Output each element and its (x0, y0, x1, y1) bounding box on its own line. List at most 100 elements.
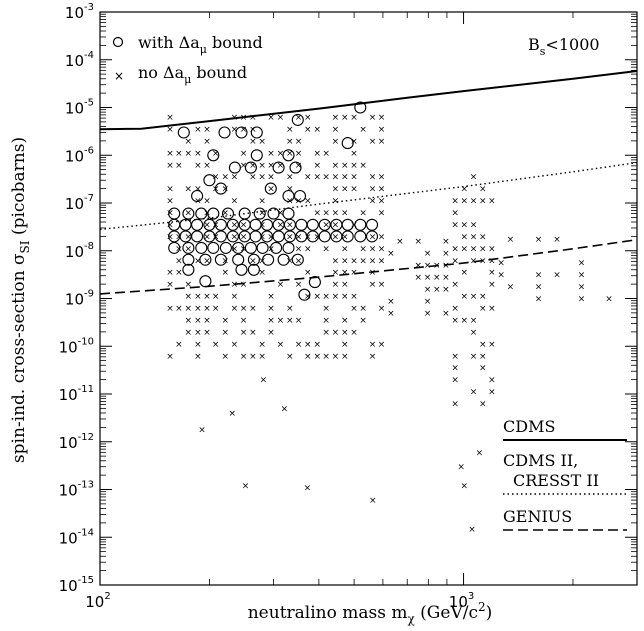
cross-point: × (507, 283, 515, 293)
circle-point (306, 230, 319, 243)
cross-point: × (258, 352, 266, 362)
cross-point: × (451, 244, 459, 254)
circle-point (191, 189, 204, 203)
cross-point: × (350, 292, 358, 302)
cross-point: × (378, 113, 386, 123)
annotation-bs: Bs<1000 (528, 35, 600, 58)
cross-point: × (277, 221, 285, 231)
cross-point: × (488, 197, 496, 207)
circle-point (203, 174, 216, 187)
circle-point (306, 218, 319, 231)
cross-point: × (322, 304, 330, 314)
y-tick-label: 10-9 (65, 289, 94, 309)
circle-point (262, 253, 275, 266)
cross-point: × (222, 316, 230, 326)
cross-point: × (286, 221, 294, 231)
cross-point: × (267, 304, 275, 314)
cross-point: × (295, 232, 303, 242)
cross-point: × (424, 261, 432, 271)
cross-point: × (267, 328, 275, 338)
cross-point: × (470, 352, 478, 362)
cross-point: × (332, 113, 340, 123)
cross-point: × (304, 197, 312, 207)
cross-point: × (258, 340, 266, 350)
cross-point: × (451, 197, 459, 207)
cross-point: × (470, 173, 478, 183)
cross-point: × (314, 340, 322, 350)
cross-point: × (359, 256, 367, 266)
cross-point: × (267, 316, 275, 326)
cross-point: × (488, 256, 496, 266)
cross-point: × (350, 137, 358, 147)
cross-point: × (267, 292, 275, 302)
cross-point: × (415, 237, 423, 247)
circle-point (365, 218, 379, 231)
circle-point (182, 253, 195, 266)
cross-point: × (451, 209, 459, 219)
circle-point (308, 276, 321, 289)
cross-point: × (470, 232, 478, 242)
cross-point: × (488, 376, 496, 386)
cross-point: × (470, 292, 478, 302)
cross-point: × (479, 244, 487, 254)
x-tick-label: 102 (85, 591, 110, 611)
circle-point (277, 253, 290, 266)
y-tick-label: 10-4 (65, 50, 94, 70)
cross-point: × (578, 259, 586, 269)
cross-point: × (295, 256, 303, 266)
cross-point: × (194, 161, 202, 171)
circle-point (354, 218, 367, 231)
cross-point: × (442, 237, 450, 247)
cross-point: × (451, 221, 459, 231)
cross-point: × (231, 197, 239, 207)
circle-point (232, 241, 245, 254)
cross-point: × (304, 340, 312, 350)
cross-point: × (605, 295, 613, 305)
cross-point: × (341, 256, 349, 266)
cross-point: × (203, 304, 211, 314)
circle-point (282, 149, 295, 162)
cross-point: × (314, 125, 322, 135)
cross-point: × (185, 304, 193, 314)
cross-point: × (185, 316, 193, 326)
cross-point: × (451, 352, 459, 362)
cross-point: × (461, 292, 469, 302)
cross-point: × (332, 232, 340, 242)
cross-point: × (166, 352, 174, 362)
cross-point: × (553, 235, 561, 245)
cross-point: × (468, 525, 476, 535)
cross-point: × (332, 185, 340, 195)
cross-point: × (350, 173, 358, 183)
circle-point (182, 241, 195, 254)
bound-curve-dashed (99, 238, 638, 295)
cross-point: × (194, 304, 202, 314)
cross-point: × (457, 463, 465, 473)
cross-point: × (461, 232, 469, 242)
circle-point (199, 275, 212, 288)
cross-point: × (322, 244, 330, 254)
cross-point: × (479, 304, 487, 314)
cross-point: × (479, 292, 487, 302)
cross-point: × (185, 185, 193, 195)
cross-point: × (240, 221, 248, 231)
cross-point: × (222, 209, 230, 219)
circle-point (244, 161, 257, 174)
cross-point: × (442, 249, 450, 259)
y-tick-label: 10-6 (65, 145, 94, 165)
cross-point: × (350, 161, 358, 171)
circle-point (228, 161, 241, 174)
cross-point: × (314, 209, 322, 219)
circle-point (354, 101, 367, 114)
cross-point: × (212, 292, 220, 302)
cross-point: × (258, 221, 266, 231)
circle-point (207, 241, 220, 254)
y-tick-label: 10-5 (65, 98, 94, 118)
cross-point: × (332, 197, 340, 207)
cross-point: × (203, 292, 211, 302)
cross-markers: ××××××××××××××××××××××××××××××××××××××××… (166, 113, 613, 535)
cross-point: × (267, 185, 275, 195)
circle-point (207, 207, 220, 220)
cross-point: × (175, 256, 183, 266)
cross-point: × (194, 125, 202, 135)
